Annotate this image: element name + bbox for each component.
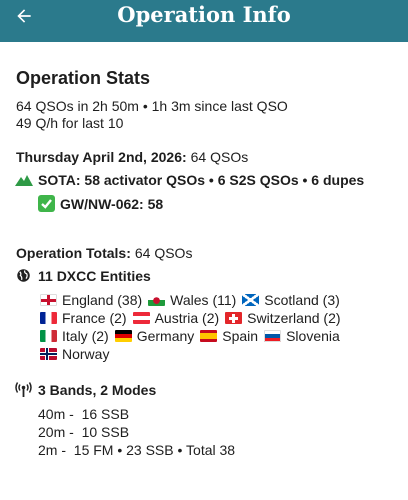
entity: Austria (2) — [154, 310, 220, 326]
entity: Slovenia — [286, 328, 340, 344]
stats-line: 64 QSOs in 2h 50m • 1h 3m since last QSO — [16, 98, 288, 114]
entity: Italy (2) — [62, 328, 109, 344]
day-date: Thursday April 2nd, 2026: — [16, 149, 187, 165]
entity-row: England (38) Wales (11) Scotland (3) — [38, 291, 344, 309]
totals-count: 64 QSOs — [134, 245, 193, 261]
sota-line: SOTA: 58 activator QSOs • 6 S2S QSOs • 6… — [38, 172, 365, 188]
stats-line: 49 Q/h for last 10 — [16, 115, 124, 131]
day-count: 64 QSOs — [190, 149, 249, 165]
app-bar: Operation Info — [0, 0, 408, 42]
mountain-icon — [15, 175, 33, 186]
band-line: 2m - 15 FM • 23 SSB • Total 38 — [38, 442, 236, 458]
entity: Norway — [62, 346, 110, 362]
band-line: 20m - 10 SSB — [38, 424, 130, 440]
back-button[interactable] — [14, 6, 34, 26]
band-line: 40m - 16 SSB — [38, 406, 130, 422]
entity: Wales (11) — [170, 292, 237, 308]
entity: France (2) — [62, 310, 127, 326]
antenna-icon — [15, 382, 32, 397]
entity: Scotland (3) — [264, 292, 340, 308]
bands-title: 3 Bands, 2 Modes — [38, 382, 157, 398]
dxcc-title: 11 DXCC Entities — [38, 268, 151, 284]
check-icon — [38, 195, 55, 212]
entity-row: Italy (2) Germany Spain Slovenia — [38, 327, 344, 345]
entity-row: France (2) Austria (2) Switzerland (2) — [38, 309, 345, 327]
day-line: Thursday April 2nd, 2026: 64 QSOs — [16, 148, 248, 166]
app-title: Operation Info — [117, 2, 291, 27]
entity: Germany — [136, 328, 195, 344]
entity: England (38) — [62, 292, 143, 308]
entity: Switzerland (2) — [247, 310, 341, 326]
totals-line: Operation Totals: 64 QSOs — [16, 244, 192, 262]
section-title: Operation Stats — [16, 68, 151, 88]
globe-icon — [17, 269, 30, 282]
totals-label: Operation Totals: — [16, 245, 131, 261]
summit-line: GW/NW-062: 58 — [60, 196, 164, 212]
entity: Spain — [222, 328, 259, 344]
entity-row: Norway — [38, 345, 113, 363]
